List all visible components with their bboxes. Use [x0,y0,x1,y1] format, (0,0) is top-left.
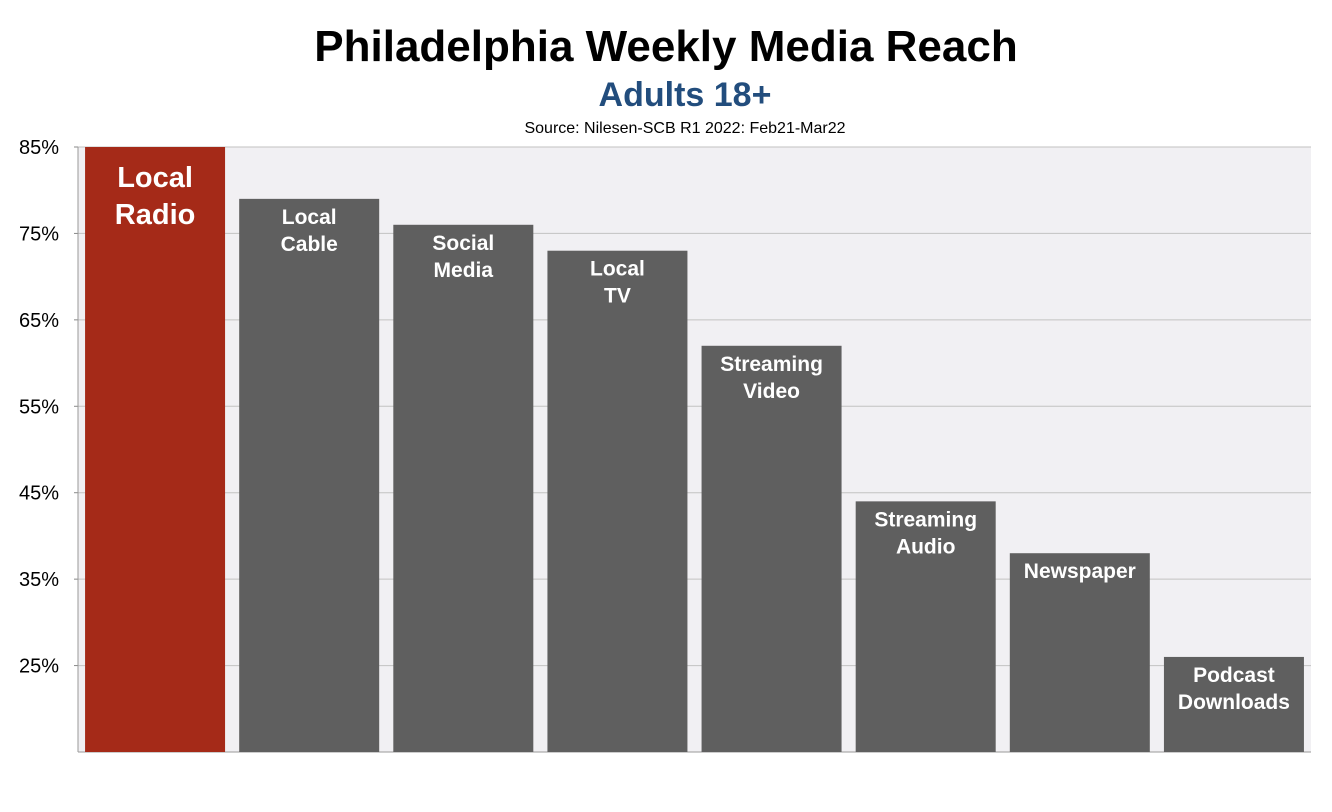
bar-label: Media [434,259,494,282]
bar-label: Downloads [1178,691,1290,714]
bar [1163,656,1304,752]
bar-label: Local [282,206,337,229]
bar-label: Podcast [1193,664,1275,687]
y-tick-label: 45% [19,483,59,505]
bar [85,147,226,752]
y-tick-label: 65% [19,310,59,332]
bar [547,250,688,752]
chart-subtitle: Adults 18+ [598,76,772,114]
chart-source: Source: Nilesen-SCB R1 2022: Feb21-Mar22 [524,120,846,137]
y-tick-label: 55% [19,396,59,418]
bar [701,345,842,752]
bar-label: Newspaper [1024,560,1136,583]
bar-label: Local [590,258,645,281]
bar-label: Cable [281,233,338,256]
bar-label: Social [432,232,494,255]
bar [1009,553,1150,752]
chart-title: Philadelphia Weekly Media Reach [314,22,1018,71]
y-tick-label: 85% [19,137,59,159]
bar-label: TV [604,285,631,308]
bar-label: Video [743,380,800,403]
bar-label: Streaming [874,508,977,531]
y-tick-label: 25% [19,656,59,678]
bar [239,198,380,752]
bar [855,501,996,752]
bar-label: Streaming [720,353,823,376]
y-tick-label: 75% [19,223,59,245]
y-tick-label: 35% [19,569,59,591]
bar-label: Audio [896,535,955,558]
bar-label: Radio [115,199,196,231]
bar [393,224,534,753]
bar-label: Local [117,162,193,194]
